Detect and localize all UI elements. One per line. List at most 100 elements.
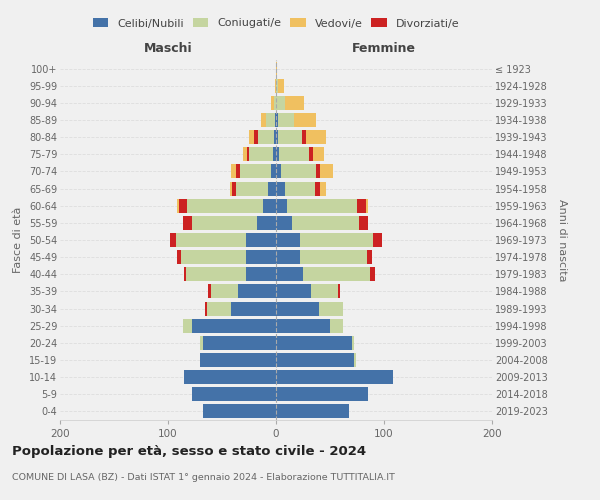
- Bar: [263, 198, 276, 212]
- Bar: [192, 216, 257, 230]
- Bar: [176, 233, 246, 247]
- Bar: [278, 130, 302, 144]
- Bar: [203, 404, 276, 418]
- Bar: [373, 233, 382, 247]
- Bar: [257, 130, 274, 144]
- Bar: [192, 388, 276, 402]
- Bar: [274, 96, 276, 110]
- Bar: [276, 130, 278, 144]
- Text: Femmine: Femmine: [352, 42, 416, 55]
- Bar: [211, 284, 238, 298]
- Legend: Celibi/Nubili, Coniugati/e, Vedovi/e, Divorziati/e: Celibi/Nubili, Coniugati/e, Vedovi/e, Di…: [93, 18, 459, 28]
- Bar: [292, 216, 359, 230]
- Bar: [261, 113, 266, 127]
- Bar: [276, 336, 352, 350]
- Bar: [230, 164, 236, 178]
- Bar: [330, 318, 343, 332]
- Bar: [230, 302, 276, 316]
- Text: COMUNE DI LASA (BZ) - Dati ISTAT 1° gennaio 2024 - Elaborazione TUTTITALIA.IT: COMUNE DI LASA (BZ) - Dati ISTAT 1° genn…: [12, 472, 395, 482]
- Bar: [271, 164, 276, 178]
- Bar: [306, 130, 326, 144]
- Bar: [354, 353, 356, 367]
- Bar: [276, 250, 300, 264]
- Bar: [183, 318, 192, 332]
- Bar: [276, 370, 392, 384]
- Bar: [295, 113, 316, 127]
- Bar: [176, 198, 179, 212]
- Bar: [320, 182, 326, 196]
- Bar: [276, 404, 349, 418]
- Bar: [276, 198, 287, 212]
- Bar: [367, 250, 372, 264]
- Bar: [338, 284, 340, 298]
- Bar: [176, 250, 181, 264]
- Bar: [257, 216, 276, 230]
- Bar: [200, 353, 276, 367]
- Bar: [170, 233, 176, 247]
- Bar: [287, 198, 357, 212]
- Bar: [276, 148, 279, 162]
- Bar: [276, 302, 319, 316]
- Bar: [275, 113, 276, 127]
- Bar: [266, 113, 275, 127]
- Bar: [300, 233, 373, 247]
- Bar: [352, 336, 354, 350]
- Bar: [310, 148, 313, 162]
- Bar: [179, 198, 187, 212]
- Bar: [249, 148, 273, 162]
- Text: Popolazione per età, sesso e stato civile - 2024: Popolazione per età, sesso e stato civil…: [12, 445, 366, 458]
- Bar: [365, 198, 368, 212]
- Bar: [281, 164, 316, 178]
- Bar: [181, 250, 246, 264]
- Bar: [276, 268, 303, 281]
- Bar: [242, 148, 247, 162]
- Bar: [276, 182, 284, 196]
- Y-axis label: Fasce di età: Fasce di età: [13, 207, 23, 273]
- Bar: [238, 284, 276, 298]
- Bar: [276, 78, 278, 92]
- Bar: [276, 353, 354, 367]
- Bar: [284, 96, 304, 110]
- Bar: [274, 130, 276, 144]
- Y-axis label: Anni di nascita: Anni di nascita: [557, 198, 567, 281]
- Bar: [279, 148, 310, 162]
- Bar: [276, 284, 311, 298]
- Bar: [246, 233, 276, 247]
- Bar: [276, 113, 278, 127]
- Bar: [208, 284, 211, 298]
- Bar: [276, 388, 368, 402]
- Bar: [303, 268, 370, 281]
- Bar: [278, 113, 295, 127]
- Bar: [370, 268, 376, 281]
- Bar: [184, 268, 187, 281]
- Bar: [276, 62, 277, 76]
- Bar: [276, 164, 281, 178]
- Bar: [302, 130, 306, 144]
- Bar: [183, 216, 192, 230]
- Bar: [192, 318, 276, 332]
- Bar: [241, 164, 271, 178]
- Bar: [275, 78, 276, 92]
- Text: Maschi: Maschi: [143, 42, 193, 55]
- Bar: [278, 78, 284, 92]
- Bar: [284, 182, 315, 196]
- Bar: [236, 164, 241, 178]
- Bar: [232, 182, 236, 196]
- Bar: [200, 336, 203, 350]
- Bar: [254, 130, 257, 144]
- Bar: [357, 198, 365, 212]
- Bar: [315, 182, 320, 196]
- Bar: [268, 182, 276, 196]
- Bar: [276, 318, 330, 332]
- Bar: [246, 250, 276, 264]
- Bar: [316, 164, 320, 178]
- Bar: [187, 268, 246, 281]
- Bar: [276, 233, 300, 247]
- Bar: [203, 336, 276, 350]
- Bar: [273, 148, 276, 162]
- Bar: [230, 182, 232, 196]
- Bar: [276, 216, 292, 230]
- Bar: [313, 148, 323, 162]
- Bar: [184, 370, 276, 384]
- Bar: [271, 96, 274, 110]
